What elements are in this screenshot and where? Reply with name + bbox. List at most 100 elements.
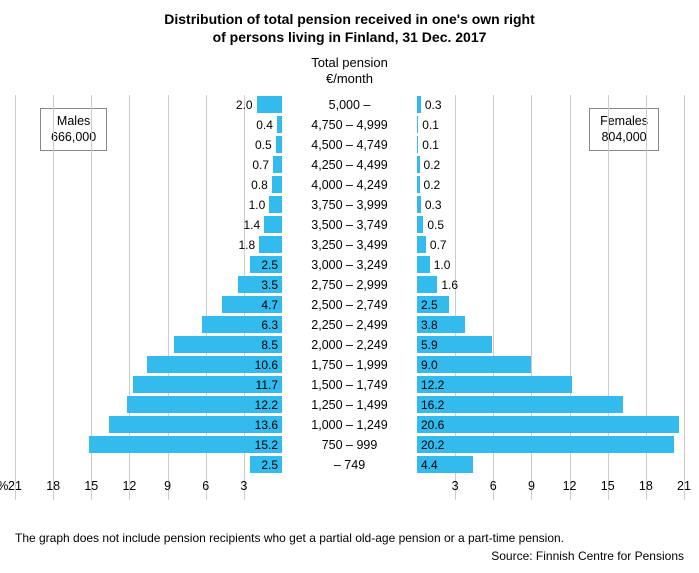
male-value: 15.2 xyxy=(91,435,278,455)
male-value: 1.0 xyxy=(205,195,265,215)
plot-area: 5,000 – 2.0 0.3 4,750 – 4,999 0.4 0.14,500 – … xyxy=(15,95,684,500)
female-bar xyxy=(417,236,426,253)
x-tick-right: 6 xyxy=(478,479,508,493)
female-bar xyxy=(417,156,420,173)
x-tick-left: 12 xyxy=(114,479,144,493)
bar-row: 4,500 – 4,749 0.5 0.1 xyxy=(15,135,684,155)
female-value: 9.0 xyxy=(421,355,529,375)
category-label: 4,750 – 4,999 xyxy=(282,115,417,135)
category-label: 2,750 – 2,999 xyxy=(282,275,417,295)
x-tick-right: 21 xyxy=(669,479,699,493)
bar-row: 3,000 – 3,2492.51.0 xyxy=(15,255,684,275)
bar-row: 2,500 – 2,7494.72.5 xyxy=(15,295,684,315)
male-value: 3.5 xyxy=(240,275,279,295)
female-bar xyxy=(417,176,420,193)
category-label: 1,250 – 1,499 xyxy=(282,395,417,415)
category-label: 4,000 – 4,249 xyxy=(282,175,417,195)
male-bar xyxy=(273,156,282,173)
female-bar xyxy=(417,136,418,153)
x-tick-left: 9 xyxy=(153,479,183,493)
female-value: 1.0 xyxy=(434,255,494,275)
male-value: 13.6 xyxy=(111,415,278,435)
male-bar xyxy=(257,96,282,113)
female-value: 3.8 xyxy=(421,315,463,335)
bar-row: 2,750 – 2,9993.51.6 xyxy=(15,275,684,295)
source-label: Source: Finnish Centre for Pensions xyxy=(491,549,684,563)
category-label: 750 – 999 xyxy=(282,435,417,455)
female-value: 0.5 xyxy=(427,215,487,235)
male-value: 0.5 xyxy=(212,135,272,155)
male-bar xyxy=(259,236,282,253)
male-value: 10.6 xyxy=(149,355,278,375)
axis-header-line-2: €/month xyxy=(326,71,373,86)
category-label: 5,000 – xyxy=(282,95,417,115)
category-label: 1,000 – 1,249 xyxy=(282,415,417,435)
x-tick-left: 21 xyxy=(0,479,30,493)
category-label: 4,500 – 4,749 xyxy=(282,135,417,155)
bar-row: – 7492.54.4 xyxy=(15,455,684,475)
bar-row: 2,000 – 2,2498.5 5.9 xyxy=(15,335,684,355)
male-value: 8.5 xyxy=(176,335,278,355)
male-value: 4.7 xyxy=(224,295,278,315)
x-tick-right: 12 xyxy=(555,479,585,493)
axis-header: Total pension €/month xyxy=(0,55,699,86)
female-value: 5.9 xyxy=(421,335,490,355)
x-tick-left: 18 xyxy=(38,479,68,493)
male-bar xyxy=(269,196,282,213)
pyramid-chart: Distribution of total pension received i… xyxy=(0,0,699,573)
female-value: 20.2 xyxy=(421,435,672,455)
male-value: 1.4 xyxy=(200,215,260,235)
category-label: 3,750 – 3,999 xyxy=(282,195,417,215)
female-value: 12.2 xyxy=(421,375,570,395)
x-tick-left: 6 xyxy=(191,479,221,493)
female-bar xyxy=(417,96,421,113)
title-line-2: of persons living in Finland, 31 Dec. 20… xyxy=(213,29,487,45)
x-tick-left: 3 xyxy=(229,479,259,493)
category-label: 2,000 – 2,249 xyxy=(282,335,417,355)
female-value: 20.6 xyxy=(421,415,677,435)
female-value: 0.1 xyxy=(422,115,482,135)
x-tick-right: 3 xyxy=(440,479,470,493)
category-label: 3,250 – 3,499 xyxy=(282,235,417,255)
category-label: 1,500 – 1,749 xyxy=(282,375,417,395)
female-value: 0.7 xyxy=(430,235,490,255)
female-bar xyxy=(417,256,430,273)
x-tick-right: 15 xyxy=(593,479,623,493)
female-value: 2.5 xyxy=(421,295,447,315)
x-tick-left: 15 xyxy=(76,479,106,493)
bar-row: 4,250 – 4,499 0.7 0.2 xyxy=(15,155,684,175)
male-value: 11.7 xyxy=(135,375,278,395)
female-value: 16.2 xyxy=(421,395,621,415)
female-bar xyxy=(417,276,437,293)
bar-row: 2,250 – 2,4996.33.8 xyxy=(15,315,684,335)
female-value: 0.2 xyxy=(424,155,484,175)
male-value: 0.8 xyxy=(208,175,268,195)
female-value: 0.3 xyxy=(425,195,485,215)
female-value: 0.3 xyxy=(425,95,485,115)
bar-row: 4,000 – 4,249 0.8 0.2 xyxy=(15,175,684,195)
grid-line xyxy=(684,95,685,500)
male-bar xyxy=(272,176,282,193)
bar-row: 1,250 – 1,49912.216.2 xyxy=(15,395,684,415)
female-bar xyxy=(417,196,421,213)
female-bar xyxy=(417,216,423,233)
female-value: 0.1 xyxy=(422,135,482,155)
male-value: 0.4 xyxy=(213,115,273,135)
bar-row: 1,750 – 1,99910.69.0 xyxy=(15,355,684,375)
category-label: 4,250 – 4,499 xyxy=(282,155,417,175)
bar-row: 3,250 – 3,4991.80.7 xyxy=(15,235,684,255)
male-value: 2.5 xyxy=(252,455,278,475)
male-value: 0.7 xyxy=(209,155,269,175)
axis-header-line-1: Total pension xyxy=(311,55,388,70)
male-bar xyxy=(264,216,282,233)
male-value: 2.0 xyxy=(193,95,253,115)
category-label: 2,250 – 2,499 xyxy=(282,315,417,335)
male-bar xyxy=(276,136,282,153)
female-value: 0.2 xyxy=(424,175,484,195)
bar-row: 4,750 – 4,999 0.4 0.1 xyxy=(15,115,684,135)
category-label: 3,500 – 3,749 xyxy=(282,215,417,235)
female-value: 4.4 xyxy=(421,455,471,475)
footnote: The graph does not include pension recip… xyxy=(15,531,564,545)
bar-row: 3,750 – 3,999 1.0 0.3 xyxy=(15,195,684,215)
x-tick-right: 9 xyxy=(516,479,546,493)
